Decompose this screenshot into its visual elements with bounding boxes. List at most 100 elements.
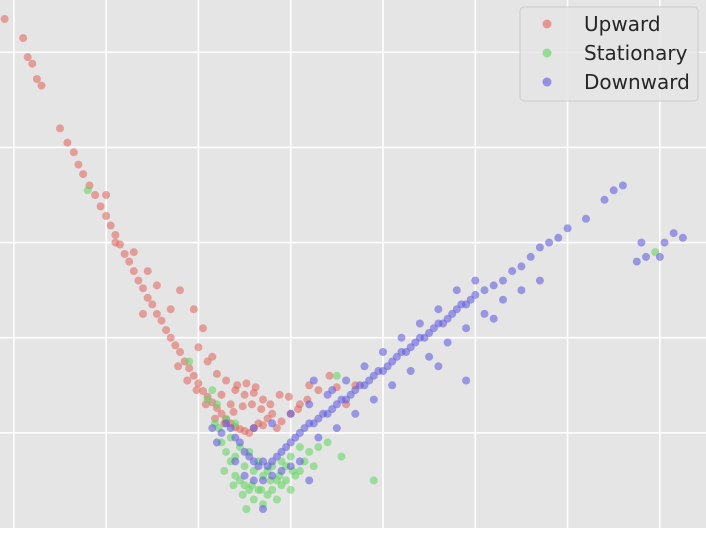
stationary-point-2 [208,386,217,395]
downward-point-73 [655,252,664,261]
upward-point-67 [240,390,249,399]
upward-point-81 [183,376,192,385]
stationary-point-59 [242,505,251,513]
downward-point-55 [471,290,480,299]
upward-point-27 [162,326,171,335]
upward-point-87 [238,402,247,411]
downward-point-0 [217,428,226,437]
upward-point-24 [148,300,157,309]
upward-point-22 [139,284,147,293]
series-upward [0,15,360,437]
legend-marker-downward [542,77,552,87]
downward-point-115 [305,476,314,485]
downward-point-58 [499,276,507,285]
upward-point-23 [143,293,152,302]
downward-point-117 [309,376,318,385]
downward-point-87 [351,409,360,418]
downward-point-111 [434,362,443,371]
upward-point-1 [19,34,28,43]
downward-point-112 [489,314,498,323]
downward-point-70 [632,257,641,266]
downward-point-2 [226,424,235,433]
downward-point-90 [406,367,415,375]
downward-point-79 [259,476,267,485]
upward-point-52 [277,417,286,426]
legend: Upward Stationary Downward [519,6,699,102]
legend-label-stationary: Stationary [584,41,688,65]
downward-point-68 [609,186,618,195]
stationary-point-35 [286,452,295,461]
downward-point-67 [600,195,609,204]
stationary-point-49 [332,371,341,380]
downward-point-71 [637,238,646,247]
downward-point-77 [240,471,249,480]
upward-point-0 [0,15,9,23]
downward-point-56 [480,286,489,295]
upward-point-88 [247,400,256,409]
stationary-point-30 [240,462,249,471]
upward-point-16 [111,231,120,239]
stationary-point-52 [238,490,247,499]
upward-point-13 [96,202,105,211]
stationary-point-19 [282,476,291,485]
upward-point-3 [28,59,37,68]
downward-point-114 [208,424,217,433]
downward-point-88 [369,395,378,404]
upward-point-14 [102,212,111,220]
stationary-point-27 [337,452,346,461]
downward-point-63 [545,238,554,247]
upward-point-50 [268,409,277,418]
upward-point-80 [174,362,183,371]
upward-point-69 [259,395,267,404]
stationary-point-6 [222,447,231,456]
upward-point-89 [257,405,266,414]
stationary-point-28 [369,476,378,485]
downward-point-101 [379,348,387,356]
downward-point-119 [462,376,471,385]
downward-point-59 [508,267,517,276]
upward-point-15 [106,221,115,230]
upward-point-30 [176,348,184,356]
downward-point-66 [582,214,590,223]
upward-point-29 [171,341,180,350]
downward-point-106 [471,276,480,285]
downward-point-94 [480,309,489,318]
downward-point-93 [462,324,471,333]
downward-point-80 [268,471,277,480]
upward-point-73 [152,281,161,290]
legend-marker-stationary [542,48,552,58]
stationary-point-50 [220,466,229,475]
downward-point-60 [517,262,526,271]
stationary-point-12 [249,495,258,504]
upward-point-2 [23,53,32,62]
stationary-point-24 [305,447,314,456]
downward-point-92 [443,338,452,347]
upward-point-91 [275,390,284,399]
upward-point-96 [242,379,251,388]
downward-point-108 [286,409,295,418]
stationary-point-20 [286,485,295,494]
downward-point-83 [295,457,304,466]
upward-point-62 [194,343,203,352]
upward-point-61 [166,305,175,314]
downward-point-109 [268,419,277,428]
stationary-point-54 [257,485,266,494]
stationary-point-47 [203,395,212,404]
series-downward [208,181,687,513]
upward-point-28 [166,333,175,342]
upward-point-5 [37,81,46,90]
upward-point-71 [199,324,207,333]
downward-point-78 [249,476,258,485]
upward-point-19 [125,257,134,266]
downward-point-65 [563,224,572,233]
downward-point-69 [618,181,627,190]
upward-point-60 [176,286,184,295]
upward-point-26 [157,316,166,325]
downward-point-100 [360,362,369,371]
upward-point-92 [284,392,293,401]
upward-point-79 [226,400,235,409]
upward-point-93 [294,405,303,414]
downward-point-85 [314,433,323,442]
